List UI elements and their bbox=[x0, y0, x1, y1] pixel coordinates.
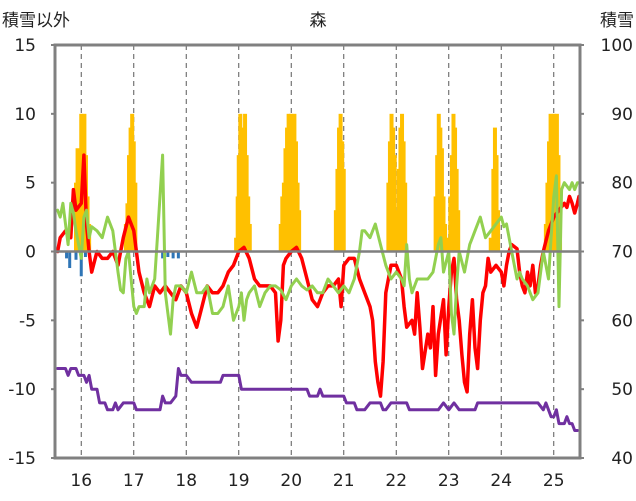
bar-mark bbox=[456, 210, 461, 252]
y-tick-label-right: 90 bbox=[611, 105, 633, 125]
bar-mark bbox=[83, 251, 87, 258]
bar-mark bbox=[133, 182, 138, 252]
y-tick-label-left: -5 bbox=[19, 311, 36, 331]
x-tick-label: 18 bbox=[175, 471, 197, 491]
bar-mark bbox=[394, 210, 399, 252]
bar-mark bbox=[74, 251, 78, 260]
series-line bbox=[56, 367, 579, 432]
left-axis-label: 積雪以外 bbox=[2, 11, 70, 31]
bar-mark bbox=[176, 251, 180, 259]
y-tick-label-left: 5 bbox=[25, 174, 36, 194]
y-tick-label-right: 80 bbox=[611, 174, 633, 194]
x-tick-label: 19 bbox=[228, 471, 250, 491]
y-tick-label-right: 40 bbox=[611, 449, 633, 469]
bar-mark bbox=[79, 251, 83, 277]
y-tick-label-left: -10 bbox=[8, 380, 36, 400]
y-tick-label-right: 50 bbox=[611, 380, 633, 400]
line-layer bbox=[55, 153, 581, 432]
bar-mark bbox=[65, 251, 69, 259]
series-line bbox=[55, 153, 581, 398]
bar-mark bbox=[171, 251, 175, 259]
y-tick-label-right: 60 bbox=[611, 311, 633, 331]
x-tick-label: 20 bbox=[280, 471, 302, 491]
bar-mark bbox=[341, 168, 346, 252]
y-tick-label-right: 70 bbox=[611, 243, 633, 263]
bar-mark bbox=[297, 210, 302, 252]
bar-mark bbox=[166, 251, 170, 258]
bar-mark bbox=[161, 251, 165, 259]
y-tick-label-left: 15 bbox=[14, 36, 36, 56]
bar-mark bbox=[247, 223, 252, 252]
y-tick-label-left: 0 bbox=[25, 243, 36, 263]
x-tick-label: 21 bbox=[333, 471, 355, 491]
y-tick-label-left: -15 bbox=[8, 449, 36, 469]
x-tick-label: 22 bbox=[385, 471, 407, 491]
x-tick-label: 17 bbox=[123, 471, 145, 491]
bar-mark bbox=[496, 210, 501, 252]
bar-mark bbox=[68, 251, 72, 269]
y-tick-label-right: 100 bbox=[601, 36, 633, 56]
bar-mark bbox=[403, 182, 408, 252]
x-tick-label: 24 bbox=[490, 471, 512, 491]
bar-mark bbox=[77, 196, 82, 252]
bar-mark bbox=[488, 237, 493, 252]
x-tick-label: 25 bbox=[543, 471, 565, 491]
chart-title: 森 bbox=[310, 11, 327, 31]
x-tick-label: 16 bbox=[70, 471, 92, 491]
bar-mark bbox=[392, 155, 397, 252]
right-axis-label: 積雪 bbox=[600, 11, 634, 31]
bar-mark bbox=[494, 155, 499, 252]
y-tick-label-left: 10 bbox=[14, 105, 36, 125]
x-tick-label: 23 bbox=[438, 471, 460, 491]
series-line bbox=[56, 153, 581, 336]
bar-mark bbox=[443, 223, 448, 252]
